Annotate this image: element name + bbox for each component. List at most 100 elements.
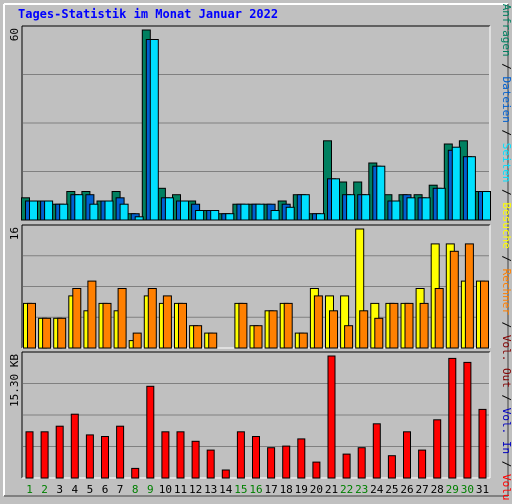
right-legend: Anfragen / Dateien / Seiten / Besuche / …: [500, 4, 512, 500]
bar-seiten-day-2: [44, 200, 54, 221]
bar-rechner-day-19: [298, 332, 308, 349]
x-tick-label-day-1: 1: [26, 483, 33, 496]
bar-rechner-day-15: [238, 302, 248, 349]
legend-entry: /: [500, 388, 512, 401]
y-max-label: 60: [8, 28, 21, 41]
x-tick-label-day-9: 9: [147, 483, 154, 496]
bar-volumen-day-23: [357, 447, 366, 479]
legend-entry: Volumen: [500, 467, 512, 500]
bar-seiten-day-15: [240, 203, 250, 221]
bar-rechner-day-17: [268, 310, 278, 349]
bar-volumen-day-3: [55, 425, 64, 479]
x-tick-label-day-28: 28: [431, 483, 444, 496]
bar-seiten-day-14: [225, 213, 235, 221]
x-tick-label-day-19: 19: [295, 483, 308, 496]
bar-rechner-day-16: [253, 325, 263, 349]
bar-seiten-day-5: [89, 203, 99, 221]
bar-volumen-day-31: [478, 408, 487, 479]
x-tick-label-day-3: 3: [56, 483, 63, 496]
bar-seiten-day-9: [149, 39, 159, 221]
x-tick-label-day-16: 16: [249, 483, 262, 496]
bar-rechner-day-30: [464, 243, 474, 349]
bar-seiten-day-26: [406, 197, 416, 221]
x-tick-label-day-20: 20: [310, 483, 323, 496]
bar-seiten-day-19: [300, 194, 310, 221]
x-tick-label-day-11: 11: [174, 483, 187, 496]
legend-entry: Seiten: [500, 136, 512, 182]
bar-rechner-day-13: [208, 332, 218, 349]
bar-rechner-day-12: [193, 325, 203, 349]
bar-rechner-day-31: [480, 280, 489, 349]
bar-volumen-day-26: [403, 431, 411, 479]
bar-rechner-day-11: [178, 302, 187, 349]
bar-volumen-day-6: [101, 436, 109, 479]
bar-seiten-day-27: [421, 197, 431, 221]
bar-rechner-day-2: [42, 317, 52, 349]
legend-entry: Dateien: [500, 70, 512, 123]
bar-rechner-day-23: [359, 310, 369, 349]
bar-rechner-day-9: [147, 288, 157, 349]
legend-entry: /: [500, 123, 512, 136]
bar-rechner-day-1: [27, 302, 36, 349]
bar-volumen-day-4: [70, 413, 79, 479]
bar-seiten-day-23: [361, 194, 371, 221]
bar-volumen-day-17: [267, 447, 276, 479]
bar-seiten-day-20: [315, 213, 325, 221]
x-tick-label-day-17: 17: [264, 483, 277, 496]
bar-seiten-day-30: [466, 156, 476, 221]
x-tick-label-day-4: 4: [71, 483, 78, 496]
bar-rechner-day-7: [117, 288, 127, 349]
legend-entry: /: [500, 315, 512, 328]
bar-seiten-day-10: [164, 197, 174, 221]
legend-entry: /: [500, 249, 512, 262]
bar-volumen-day-1: [25, 431, 34, 479]
bar-volumen-day-13: [206, 449, 215, 479]
x-tick-label-day-6: 6: [102, 483, 109, 496]
bar-rechner-day-22: [344, 325, 354, 349]
bar-volumen-day-8: [131, 467, 140, 479]
bar-volumen-day-29: [448, 357, 457, 479]
x-tick-label-day-2: 2: [41, 483, 48, 496]
bar-rechner-day-26: [404, 302, 414, 349]
bar-rechner-day-5: [87, 280, 97, 349]
bar-seiten-day-25: [391, 200, 401, 221]
bar-rechner-day-4: [72, 288, 82, 349]
bar-volumen-day-19: [297, 438, 306, 479]
bar-seiten-day-6: [104, 200, 114, 221]
bar-rechner-day-3: [57, 317, 67, 349]
bar-volumen-day-18: [282, 445, 291, 479]
x-tick-label-day-27: 27: [415, 483, 428, 496]
bar-seiten-day-29: [451, 146, 461, 221]
bar-seiten-day-11: [180, 200, 189, 221]
bar-seiten-day-1: [29, 200, 38, 221]
x-tick-label-day-29: 29: [446, 483, 459, 496]
x-tick-label-day-5: 5: [87, 483, 94, 496]
x-tick-label-day-31: 31: [476, 483, 489, 496]
x-tick-label-day-22: 22: [340, 483, 353, 496]
bar-volumen-day-21: [327, 355, 336, 479]
bar-volumen-day-2: [40, 431, 49, 479]
bar-volumen-day-22: [342, 453, 351, 479]
bar-rechner-day-21: [329, 310, 338, 349]
legend-entry: /: [500, 183, 512, 196]
x-tick-label-day-12: 12: [189, 483, 202, 496]
legend-entry: Vol. Out: [500, 328, 512, 388]
x-tick-label-day-30: 30: [461, 483, 474, 496]
bar-volumen-day-28: [433, 419, 442, 479]
legend-entry: Vol. In: [500, 401, 512, 454]
legend-entry: Rechner: [500, 262, 512, 315]
legend-entry: Anfragen: [500, 4, 512, 57]
bar-rechner-day-8: [132, 332, 142, 349]
x-tick-label-day-14: 14: [219, 483, 233, 496]
bar-volumen-day-16: [252, 436, 260, 479]
bar-volumen-day-24: [372, 423, 381, 479]
x-tick-label-day-8: 8: [132, 483, 139, 496]
bar-seiten-day-17: [270, 210, 280, 221]
bar-volumen-day-27: [418, 449, 427, 479]
x-tick-label-day-7: 7: [117, 483, 124, 496]
legend-entry: /: [500, 454, 512, 467]
bar-rechner-day-24: [374, 317, 384, 349]
bar-seiten-day-4: [74, 194, 84, 221]
